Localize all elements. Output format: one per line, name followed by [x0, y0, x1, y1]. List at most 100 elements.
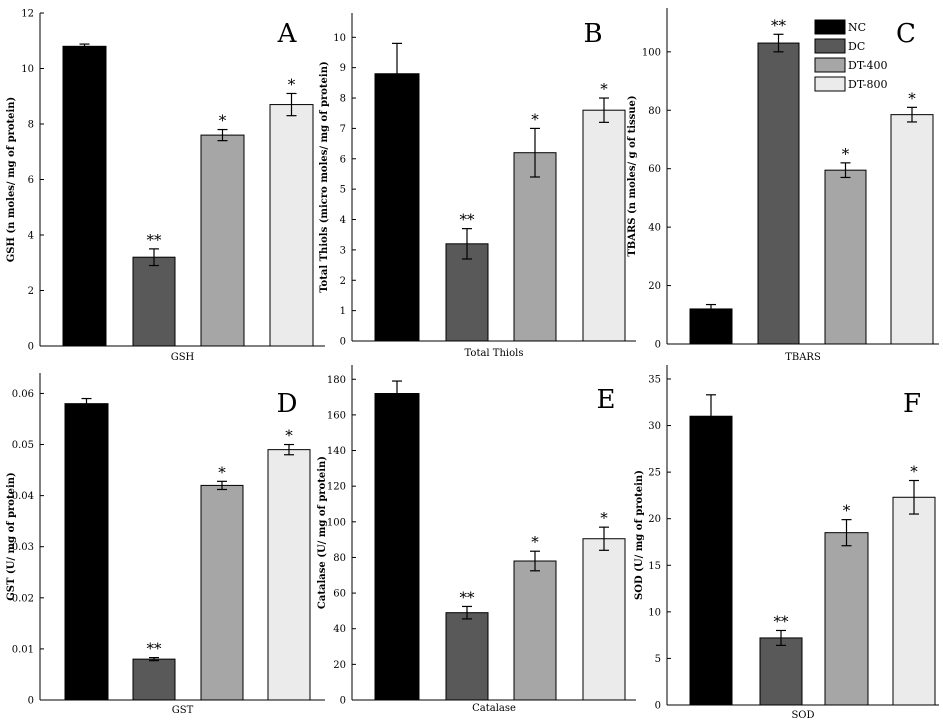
- panel-e-significance-mark: **: [460, 588, 476, 606]
- panel-e-significance-mark: *: [531, 533, 539, 551]
- panel-d-bar-nc: [64, 403, 109, 701]
- panel-a-y-tick-label: 4: [28, 231, 34, 242]
- panel-a-bar-nc: [62, 45, 107, 347]
- panel-f-y-tick-label: 25: [648, 468, 661, 479]
- panel-e-y-tick-label: 180: [327, 375, 346, 386]
- panel-f-y-tick-label: 5: [655, 654, 661, 665]
- panel-c-y-tick-label: 20: [648, 281, 661, 292]
- panel-e-significance-mark: *: [600, 509, 608, 527]
- panel-d-y-tick-label: 0.01: [12, 644, 34, 655]
- legend-label-dt-800: DT-800: [848, 78, 887, 91]
- legend-label-dt-400: DT-400: [848, 59, 887, 72]
- panel-e-bar-nc: [374, 393, 420, 701]
- panel-e-y-tick-label: 160: [327, 410, 346, 421]
- panel-b-y-tick-label: 10: [333, 33, 346, 44]
- panel-d-y-tick-label: 0.04: [12, 491, 34, 502]
- panel-b-y-label: Total Thiols (micro moles/ mg of protein…: [319, 61, 330, 292]
- panel-e-y-tick-label: 20: [333, 660, 346, 671]
- panel-b-y-tick-label: 3: [340, 245, 346, 256]
- panel-d-bar-dc: [132, 658, 176, 701]
- panel-a-y-tick-label: 12: [21, 9, 34, 20]
- panel-e-y-tick-label: 40: [333, 624, 346, 635]
- panel-b-bar-dc: [445, 243, 489, 342]
- panel-d-y-tick-label: 0.03: [12, 542, 34, 553]
- panel-f-letter: F: [903, 389, 921, 419]
- panel-f-bar-dt-800: [892, 496, 936, 706]
- panel-f-y-tick-label: 20: [648, 514, 661, 525]
- panel-d-letter: D: [277, 389, 298, 419]
- panel-a-bar-dc: [132, 256, 176, 347]
- panel-d-significance-mark: **: [147, 640, 163, 658]
- panel-a-bar-dt-400: [200, 134, 245, 347]
- panel-c-x-label: TBARS: [785, 352, 821, 363]
- panel-f-bar-dc: [759, 637, 803, 706]
- legend-swatch-nc: [814, 19, 846, 35]
- legend-swatch-dc: [814, 38, 846, 54]
- panel-b-bar-dt-800: [582, 109, 626, 342]
- panel-e-x-label: Catalase: [472, 703, 516, 714]
- panel-c-bar-dt-800: [890, 114, 934, 345]
- panel-e-y-tick-label: 0: [340, 696, 346, 707]
- panel-d-bar-dt-400: [200, 484, 244, 701]
- panel-d-bar-dt-800: [267, 449, 311, 701]
- panel-c-y-tick-label: 80: [648, 106, 661, 117]
- panel-c-letter: C: [896, 19, 916, 49]
- panel-a-y-tick-label: 0: [28, 342, 34, 353]
- panel-e-y-tick-label: 100: [327, 517, 346, 528]
- panel-c-significance-mark: *: [908, 89, 916, 107]
- panel-b-x-label: Total Thiols: [465, 348, 524, 359]
- panel-f-y-tick-label: 35: [648, 374, 661, 385]
- panel-f-y-label: SOD (U/ mg of protein): [634, 470, 645, 600]
- panel-a-y-tick-label: 10: [21, 64, 34, 75]
- panel-d-significance-mark: *: [285, 427, 293, 445]
- panel-c-y-label: TBARS (n moles/ g of tissue): [627, 95, 638, 256]
- panel-c-y-tick-label: 40: [648, 223, 661, 234]
- legend-swatch-dt-800: [814, 76, 846, 92]
- panel-b-letter: B: [583, 19, 602, 49]
- panel-b-significance-mark: **: [460, 211, 476, 229]
- panel-f-significance-mark: **: [774, 612, 790, 630]
- panel-b-y-tick-label: 2: [340, 276, 346, 287]
- panel-b-y-tick-label: 6: [340, 154, 346, 165]
- panel-b-y-tick-label: 1: [340, 306, 346, 317]
- panel-f-significance-mark: *: [843, 502, 851, 520]
- panel-a-y-label: GSH (n moles/ mg of protein): [6, 97, 17, 263]
- panel-f-y-tick-label: 0: [655, 701, 661, 712]
- panel-e-y-tick-label: 80: [333, 553, 346, 564]
- panel-d-x-label: GST: [172, 705, 194, 716]
- panel-a-letter: A: [277, 19, 298, 49]
- panel-d-y-tick-label: 0.05: [12, 440, 34, 451]
- panel-c-bar-dc: [757, 42, 800, 345]
- panel-c-significance-mark: *: [842, 145, 850, 163]
- panel-b-y-tick-label: 0: [340, 337, 346, 348]
- panel-b-y-tick-label: 8: [340, 94, 346, 105]
- panel-c-y-tick-label: 60: [648, 164, 661, 175]
- panel-a-significance-mark: *: [219, 112, 227, 130]
- panel-f-y-tick-label: 30: [648, 421, 661, 432]
- panel-f-y-tick-label: 10: [648, 607, 661, 618]
- panel-e-y-tick-label: 120: [327, 482, 346, 493]
- panel-b-y-tick-label: 7: [340, 124, 346, 135]
- panel-d-y-tick-label: 0.06: [12, 389, 34, 400]
- panel-f-bar-nc: [689, 415, 733, 706]
- legend-label-nc: NC: [848, 21, 866, 34]
- panel-b-y-tick-label: 4: [340, 215, 346, 226]
- legend-label-dc: DC: [848, 40, 865, 53]
- panel-f-x-label: SOD: [791, 710, 814, 721]
- panel-a-significance-mark: *: [288, 75, 296, 93]
- panel-a-significance-mark: **: [147, 231, 163, 249]
- panel-e-bar-dc: [445, 612, 489, 701]
- panel-c-bar-nc: [689, 308, 733, 345]
- panel-f-bar-dt-400: [824, 532, 869, 706]
- panel-b-bar-dt-400: [513, 152, 557, 342]
- panel-c-significance-mark: **: [771, 16, 787, 34]
- panel-f-y-tick-label: 15: [648, 561, 661, 572]
- legend-swatch-dt-400: [814, 57, 846, 73]
- panel-a-bar-dt-800: [269, 104, 314, 347]
- panel-c-y-tick-label: 0: [655, 340, 661, 351]
- panel-c-y-tick-label: 100: [642, 47, 661, 58]
- panel-a-y-tick-label: 2: [28, 286, 34, 297]
- panel-d-y-label: GST (U/ mg of protein): [6, 472, 17, 601]
- panel-a-y-tick-label: 8: [28, 120, 34, 131]
